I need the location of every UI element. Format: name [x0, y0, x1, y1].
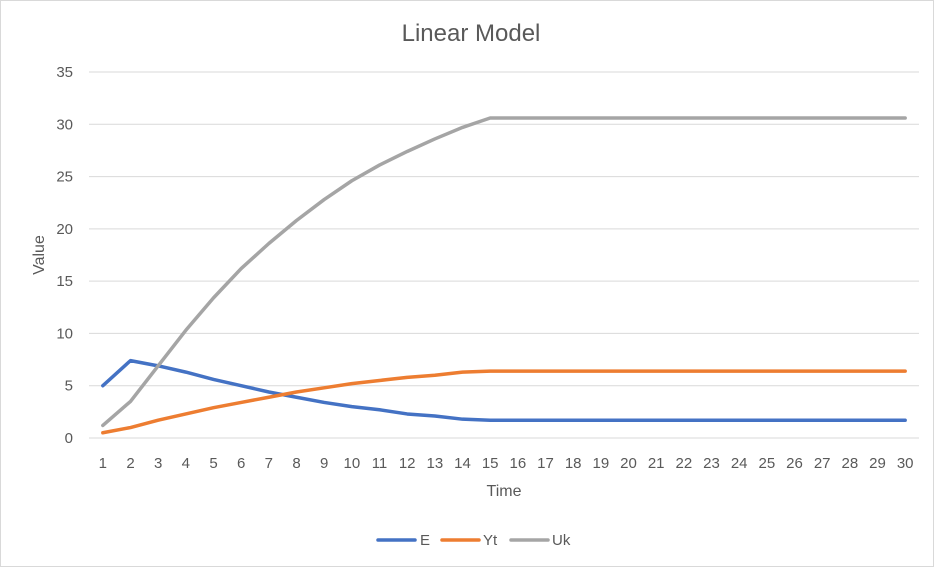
x-tick-label: 30: [897, 455, 914, 472]
x-tick-label: 26: [786, 455, 803, 472]
x-tick-label: 11: [372, 455, 388, 472]
x-tick-label: 28: [841, 455, 858, 472]
gridlines: [89, 71, 919, 439]
series-line-uk: [101, 116, 907, 428]
series-line-yt: [101, 369, 907, 435]
x-tick-label: 14: [454, 455, 471, 472]
chart-title: Linear Model: [402, 20, 541, 47]
x-tick-label: 22: [675, 455, 692, 472]
x-tick-label: 20: [620, 455, 637, 472]
x-tick-label: 29: [869, 455, 886, 472]
x-tick-label: 4: [182, 455, 190, 472]
y-tick-label: 0: [65, 430, 73, 447]
x-tick-label: 3: [154, 455, 162, 472]
y-tick-label: 10: [56, 325, 73, 342]
x-tick-label: 10: [343, 455, 360, 472]
y-tick-label: 15: [56, 273, 73, 290]
y-axis-ticks: 0 5 10 15 20 25 30 35: [56, 64, 73, 447]
y-tick-label: 30: [56, 116, 73, 133]
x-tick-label: 18: [565, 455, 582, 472]
x-axis-title: Time: [487, 483, 522, 500]
series-lines: [101, 116, 907, 435]
x-tick-label: 12: [399, 455, 416, 472]
y-tick-label: 35: [56, 64, 73, 81]
x-tick-label: 15: [482, 455, 499, 472]
x-tick-label: 13: [426, 455, 443, 472]
x-tick-label: 2: [126, 455, 134, 472]
x-tick-label: 16: [509, 455, 526, 472]
x-tick-label: 6: [237, 455, 245, 472]
y-tick-label: 25: [56, 169, 73, 186]
legend: E Yt Uk: [376, 532, 571, 549]
y-tick-label: 20: [56, 221, 73, 238]
x-tick-label: 9: [320, 455, 328, 472]
x-tick-label: 1: [99, 455, 107, 472]
x-tick-label: 7: [265, 455, 273, 472]
legend-label-e: E: [420, 532, 430, 549]
x-tick-label: 27: [814, 455, 831, 472]
x-tick-label: 5: [209, 455, 217, 472]
x-tick-label: 24: [731, 455, 748, 472]
x-tick-label: 19: [592, 455, 609, 472]
y-tick-label: 5: [65, 378, 73, 395]
x-tick-label: 21: [648, 455, 665, 472]
x-tick-label: 17: [537, 455, 554, 472]
x-tick-label: 8: [292, 455, 300, 472]
y-axis-title: Value: [31, 235, 48, 275]
legend-label-uk: Uk: [552, 532, 571, 549]
x-axis-ticks: 1 2 3 4 5 6 7 8 9 10 11 12 13 14 15 16 17 18 19 20 21 22 23 24 2…: [99, 455, 914, 472]
x-tick-label: 23: [703, 455, 720, 472]
series-line-e: [101, 358, 907, 422]
legend-label-yt: Yt: [483, 532, 498, 549]
x-tick-label: 25: [758, 455, 775, 472]
